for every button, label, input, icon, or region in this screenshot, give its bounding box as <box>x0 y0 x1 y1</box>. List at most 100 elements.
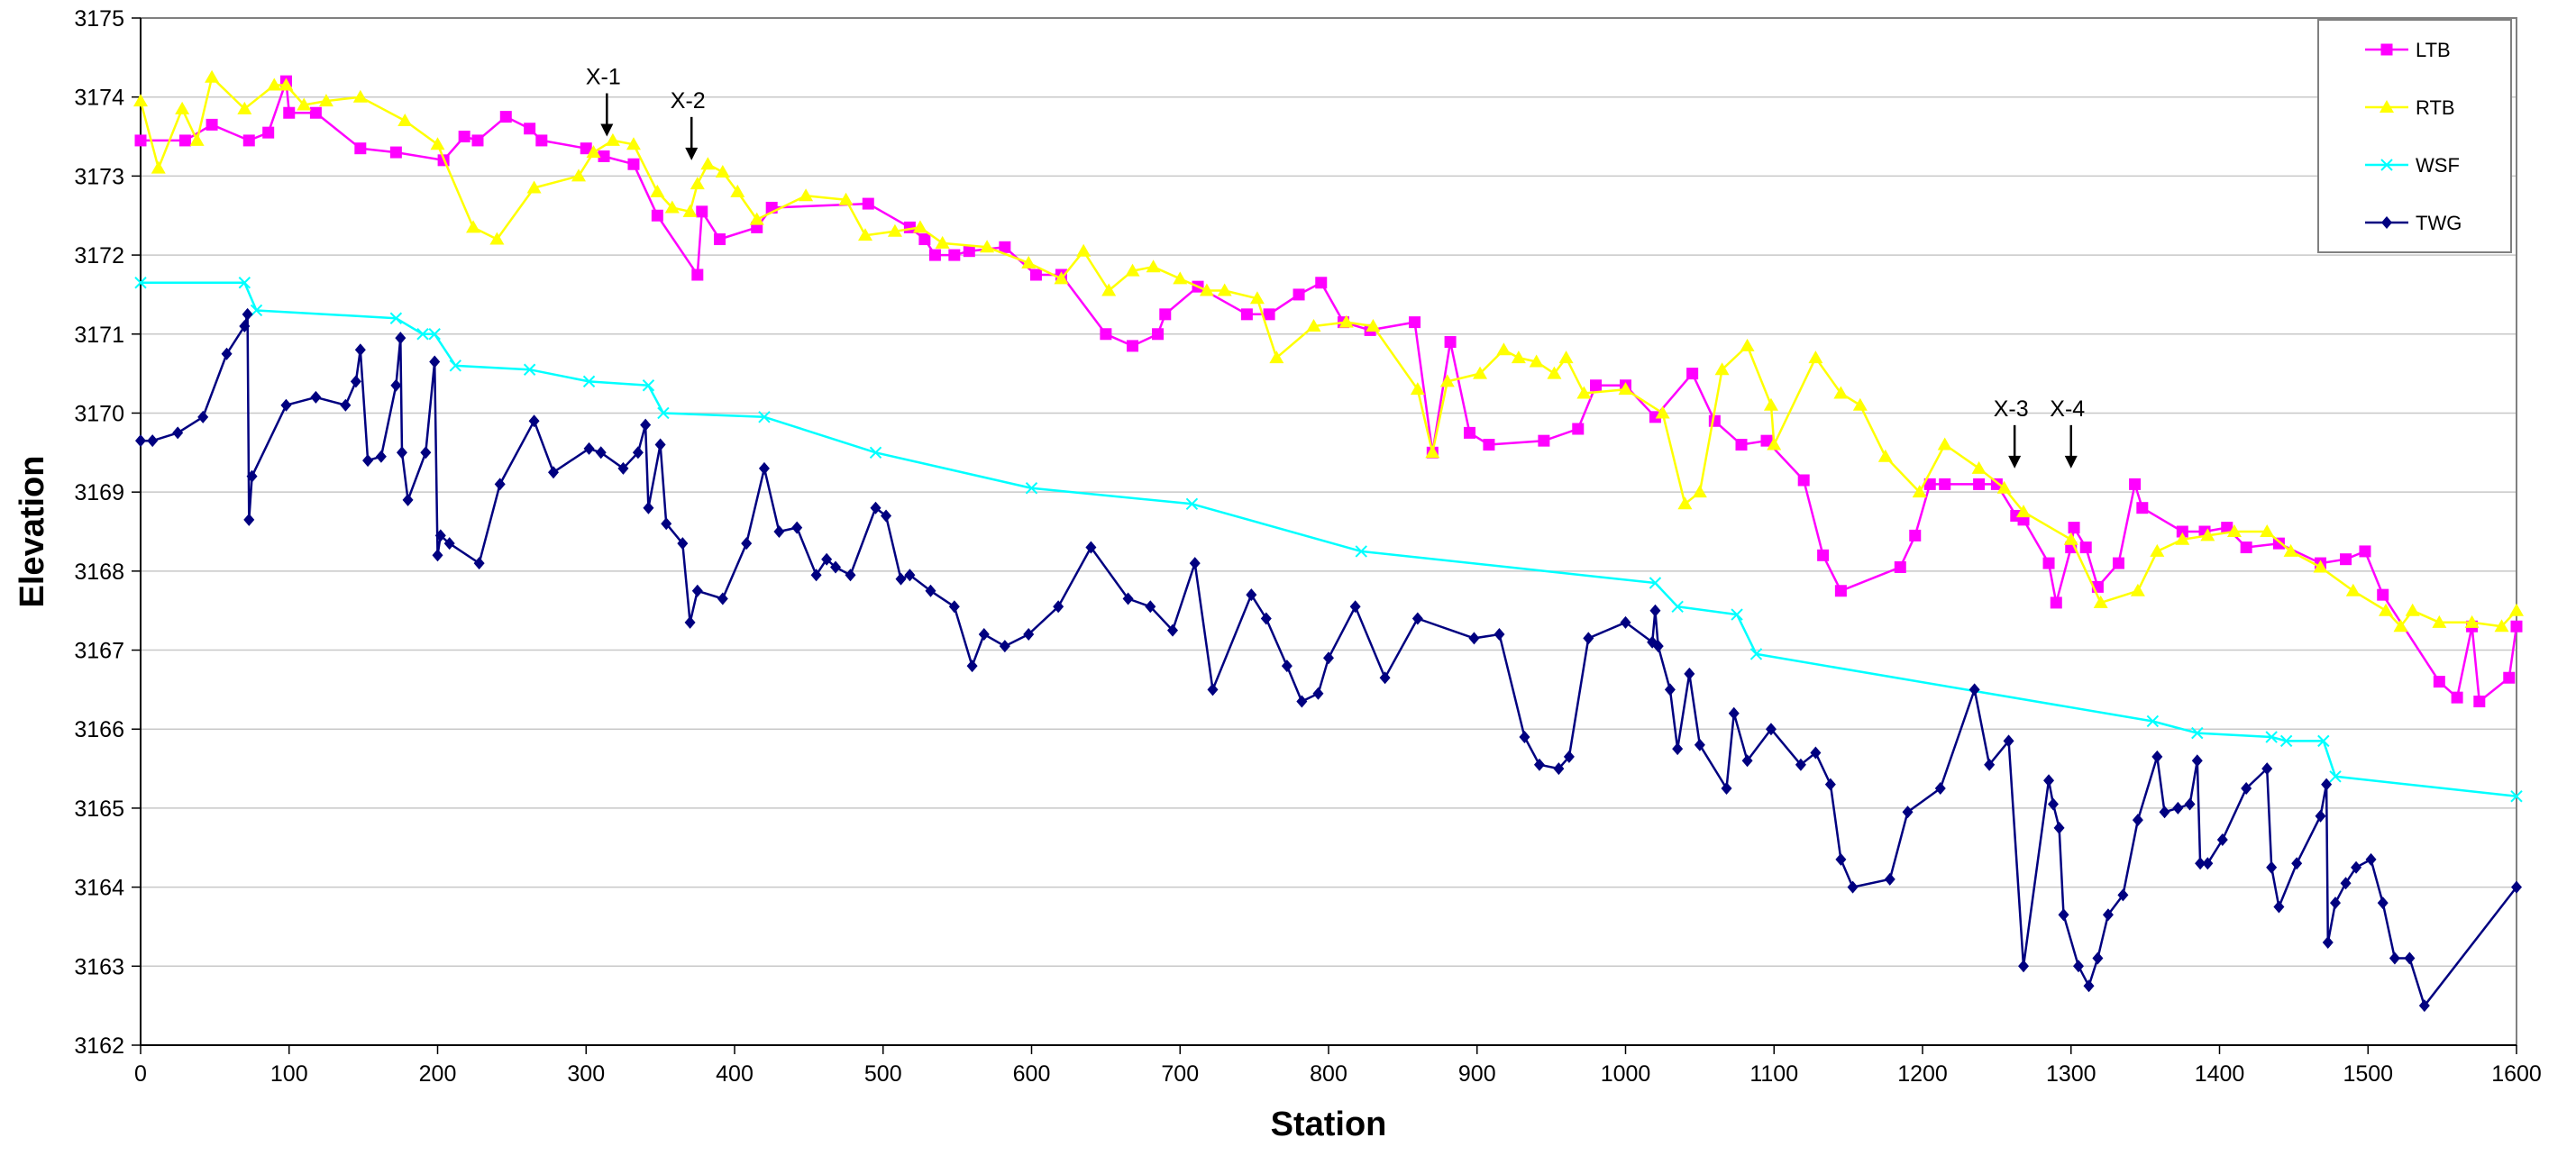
data-point-twg <box>396 446 407 460</box>
data-point-rtb <box>2345 583 2361 596</box>
data-point-ltb <box>283 106 296 119</box>
data-point-rtb <box>151 160 166 174</box>
data-point-rtb <box>650 184 665 197</box>
data-point-wsf <box>389 312 403 324</box>
annotation-x-1: X-1 <box>586 65 621 137</box>
data-point-twg <box>2043 774 2055 787</box>
data-point-rtb <box>1547 366 1562 379</box>
data-point-ltb <box>1797 474 1810 487</box>
data-point-twg <box>2018 960 2030 973</box>
legend-item-rtb: RTB <box>2365 96 2455 119</box>
data-point-rtb <box>2405 603 2420 616</box>
data-point-rtb <box>318 94 333 107</box>
data-point-twg <box>2404 951 2416 965</box>
data-point-ltb <box>1894 560 1906 573</box>
data-point-rtb <box>279 77 294 91</box>
data-point-rtb <box>1306 319 1321 332</box>
data-point-rtb <box>1439 374 1455 387</box>
annotation-x-3: X-3 <box>1994 396 2029 469</box>
data-point-twg <box>1765 723 1777 736</box>
legend-label: WSF <box>2416 154 2460 177</box>
data-point-twg <box>494 478 506 491</box>
data-point-twg <box>830 560 842 574</box>
data-point-ltb <box>1127 340 1139 352</box>
series-wsf <box>134 277 2523 803</box>
data-point-rtb <box>1425 445 1440 459</box>
data-point-rtb <box>1692 485 1707 498</box>
data-point-twg <box>350 375 361 388</box>
data-point-ltb <box>918 233 931 246</box>
data-point-rtb <box>1366 319 1381 332</box>
data-point-rtb <box>690 177 705 190</box>
annotation-label: X-1 <box>586 65 621 90</box>
data-point-ltb <box>309 106 322 119</box>
data-point-twg <box>1684 667 1695 680</box>
data-point-twg <box>595 446 607 460</box>
data-point-ltb <box>696 205 708 218</box>
x-tick-label: 1100 <box>1749 1061 1798 1087</box>
legend-label: RTB <box>2416 96 2455 119</box>
series-twg <box>135 307 2522 1013</box>
data-point-twg <box>375 450 387 463</box>
data-point-wsf <box>134 277 147 289</box>
data-point-twg <box>443 537 455 551</box>
data-point-twg <box>2351 860 2362 874</box>
data-point-twg <box>1721 782 1732 795</box>
data-point-rtb <box>2093 595 2108 608</box>
data-point-twg <box>197 410 209 423</box>
data-point-ltb <box>1100 328 1112 341</box>
data-point-twg <box>1835 852 1847 866</box>
data-point-wsf <box>250 304 263 317</box>
data-point-rtb <box>2063 532 2078 545</box>
data-point-ltb <box>499 111 512 123</box>
data-point-ltb <box>134 134 147 147</box>
data-point-rtb <box>1618 382 1633 396</box>
data-point-ltb <box>458 131 470 143</box>
data-point-twg <box>1122 592 1134 605</box>
data-point-twg <box>643 501 654 514</box>
data-point-wsf <box>1649 577 1662 589</box>
data-point-wsf <box>2191 726 2204 740</box>
data-point-ltb <box>1159 308 1172 321</box>
data-point-ltb <box>963 245 975 258</box>
data-point-twg <box>1494 628 1505 641</box>
data-point-twg <box>1583 632 1594 645</box>
annotation-x-2: X-2 <box>671 88 706 160</box>
data-point-twg <box>1649 604 1661 617</box>
data-point-rtb <box>2016 505 2032 518</box>
x-tick-label: 200 <box>419 1061 457 1087</box>
data-point-rtb <box>1833 386 1849 399</box>
data-point-ltb <box>627 158 640 170</box>
data-point-twg <box>1902 805 1914 819</box>
data-point-twg <box>1260 612 1272 625</box>
data-point-ltb <box>2112 557 2124 569</box>
data-point-rtb <box>1852 397 1868 411</box>
data-point-ltb <box>1923 478 1936 490</box>
data-point-ltb <box>2272 537 2285 550</box>
data-point-twg <box>340 398 352 412</box>
data-point-ltb <box>242 134 255 147</box>
data-point-rtb <box>1146 259 1161 273</box>
data-point-twg <box>966 660 978 673</box>
y-tick-label: 3173 <box>74 164 124 189</box>
data-point-rtb <box>1410 382 1425 396</box>
data-point-twg <box>2315 809 2326 823</box>
data-point-rtb <box>2260 524 2275 537</box>
data-point-wsf <box>2146 714 2160 728</box>
data-point-twg <box>870 501 882 514</box>
legend-label: TWG <box>2416 212 2462 234</box>
data-point-ltb <box>524 123 536 135</box>
data-point-ltb <box>1760 434 1773 447</box>
data-point-rtb <box>1714 362 1730 376</box>
data-point-ltb <box>178 134 191 147</box>
data-point-twg <box>1824 778 1836 791</box>
data-point-rtb <box>430 137 445 150</box>
series-rtb <box>133 69 2524 633</box>
data-point-rtb <box>397 114 413 126</box>
legend: LTB RTB WSF TWG <box>2317 19 2512 253</box>
data-point-rtb <box>133 94 148 107</box>
x-tick-label: 800 <box>1310 1061 1347 1087</box>
data-point-ltb <box>2451 691 2463 704</box>
data-point-ltb <box>1590 379 1603 392</box>
data-point-wsf <box>642 379 655 392</box>
